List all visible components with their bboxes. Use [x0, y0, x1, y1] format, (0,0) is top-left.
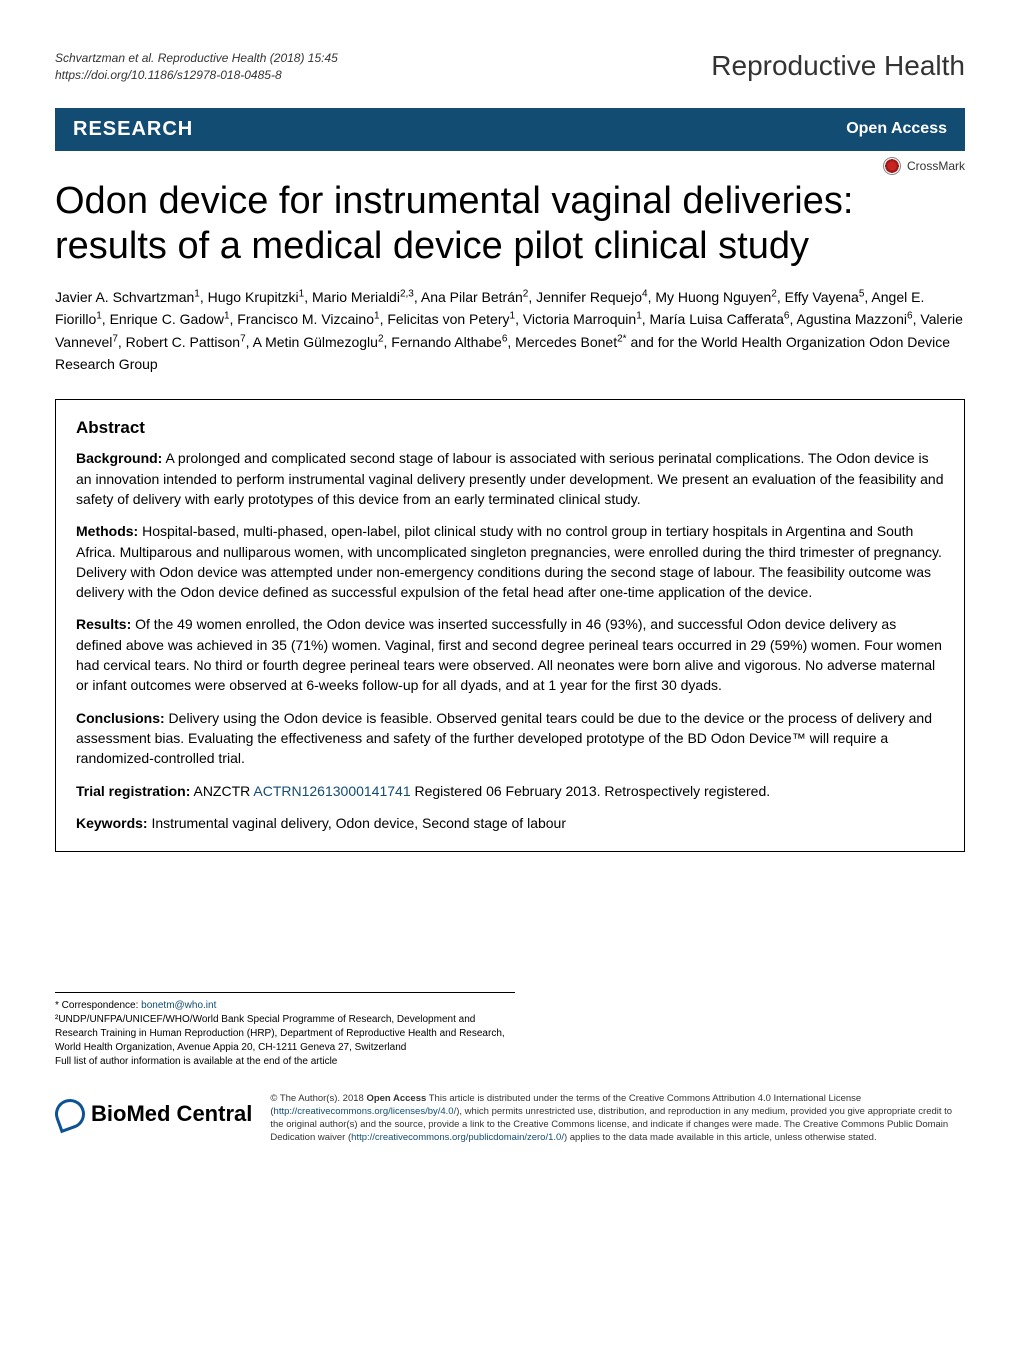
abstract-conclusions: Conclusions: Delivery using the Odon dev…	[76, 708, 944, 769]
biomed-central-logo: BioMed Central	[55, 1093, 252, 1129]
trial-text-before: ANZCTR	[190, 783, 253, 799]
abstract-keywords: Keywords: Instrumental vaginal delivery,…	[76, 813, 944, 833]
author-info-note: Full list of author information is avail…	[55, 1055, 515, 1069]
article-type-label: RESEARCH	[73, 118, 193, 141]
correspondence-footer: * Correspondence: bonetm@who.int ²UNDP/U…	[55, 992, 515, 1069]
open-access-label: Open Access	[846, 120, 947, 138]
author-list: Javier A. Schvartzman1, Hugo Krupitzki1,…	[55, 286, 965, 376]
trial-text-after: Registered 06 February 2013. Retrospecti…	[411, 783, 771, 799]
citation-doi: https://doi.org/10.1186/s12978-018-0485-…	[55, 67, 338, 84]
crossmark-row: CrossMark	[55, 157, 965, 175]
crossmark-badge[interactable]: CrossMark	[883, 157, 965, 175]
background-text: A prolonged and complicated second stage…	[76, 450, 944, 507]
correspondence-label: * Correspondence:	[55, 1000, 141, 1011]
license-copyright: © The Author(s). 2018	[270, 1093, 366, 1104]
abstract-box: Abstract Background: A prolonged and com…	[55, 399, 965, 852]
results-label: Results:	[76, 616, 131, 632]
article-type-banner: RESEARCH Open Access	[55, 108, 965, 151]
results-text: Of the 49 women enrolled, the Odon devic…	[76, 616, 942, 693]
abstract-methods: Methods: Hospital-based, multi-phased, o…	[76, 521, 944, 602]
background-label: Background:	[76, 450, 162, 466]
license-row: BioMed Central © The Author(s). 2018 Ope…	[55, 1093, 965, 1144]
article-title: Odon device for instrumental vaginal del…	[55, 179, 965, 270]
citation-block: Schvartzman et al. Reproductive Health (…	[55, 50, 338, 84]
abstract-background: Background: A prolonged and complicated …	[76, 448, 944, 509]
methods-text: Hospital-based, multi-phased, open-label…	[76, 523, 942, 600]
bmc-logo-text: BioMed Central	[91, 1101, 252, 1127]
affiliation-text: ²UNDP/UNFPA/UNICEF/WHO/World Bank Specia…	[55, 1013, 515, 1055]
abstract-results: Results: Of the 49 women enrolled, the O…	[76, 614, 944, 695]
methods-label: Methods:	[76, 523, 138, 539]
journal-logo: Reproductive Health	[711, 50, 965, 82]
license-text-3: ) applies to the data made available in …	[564, 1132, 877, 1143]
conclusions-text: Delivery using the Odon device is feasib…	[76, 710, 932, 767]
correspondence-email-link[interactable]: bonetm@who.int	[141, 1000, 216, 1011]
bmc-swirl-icon	[51, 1095, 89, 1133]
trial-registration-link[interactable]: ACTRN12613000141741	[253, 783, 410, 799]
license-text-block: © The Author(s). 2018 Open Access This a…	[270, 1093, 965, 1144]
keywords-text: Instrumental vaginal delivery, Odon devi…	[148, 815, 566, 831]
abstract-heading: Abstract	[76, 418, 944, 438]
page-container: Schvartzman et al. Reproductive Health (…	[0, 0, 1020, 1174]
citation-line-1: Schvartzman et al. Reproductive Health (…	[55, 50, 338, 67]
trial-label: Trial registration:	[76, 783, 190, 799]
keywords-label: Keywords:	[76, 815, 148, 831]
license-open-access: Open Access	[366, 1093, 426, 1104]
header-row: Schvartzman et al. Reproductive Health (…	[55, 50, 965, 84]
correspondence-line: * Correspondence: bonetm@who.int	[55, 999, 515, 1013]
conclusions-label: Conclusions:	[76, 710, 165, 726]
crossmark-icon	[883, 157, 901, 175]
crossmark-label: CrossMark	[907, 159, 965, 173]
license-link-cc0[interactable]: http://creativecommons.org/publicdomain/…	[351, 1132, 564, 1143]
abstract-trial-registration: Trial registration: ANZCTR ACTRN12613000…	[76, 781, 944, 801]
license-link-cc-by[interactable]: http://creativecommons.org/licenses/by/4…	[274, 1106, 457, 1117]
